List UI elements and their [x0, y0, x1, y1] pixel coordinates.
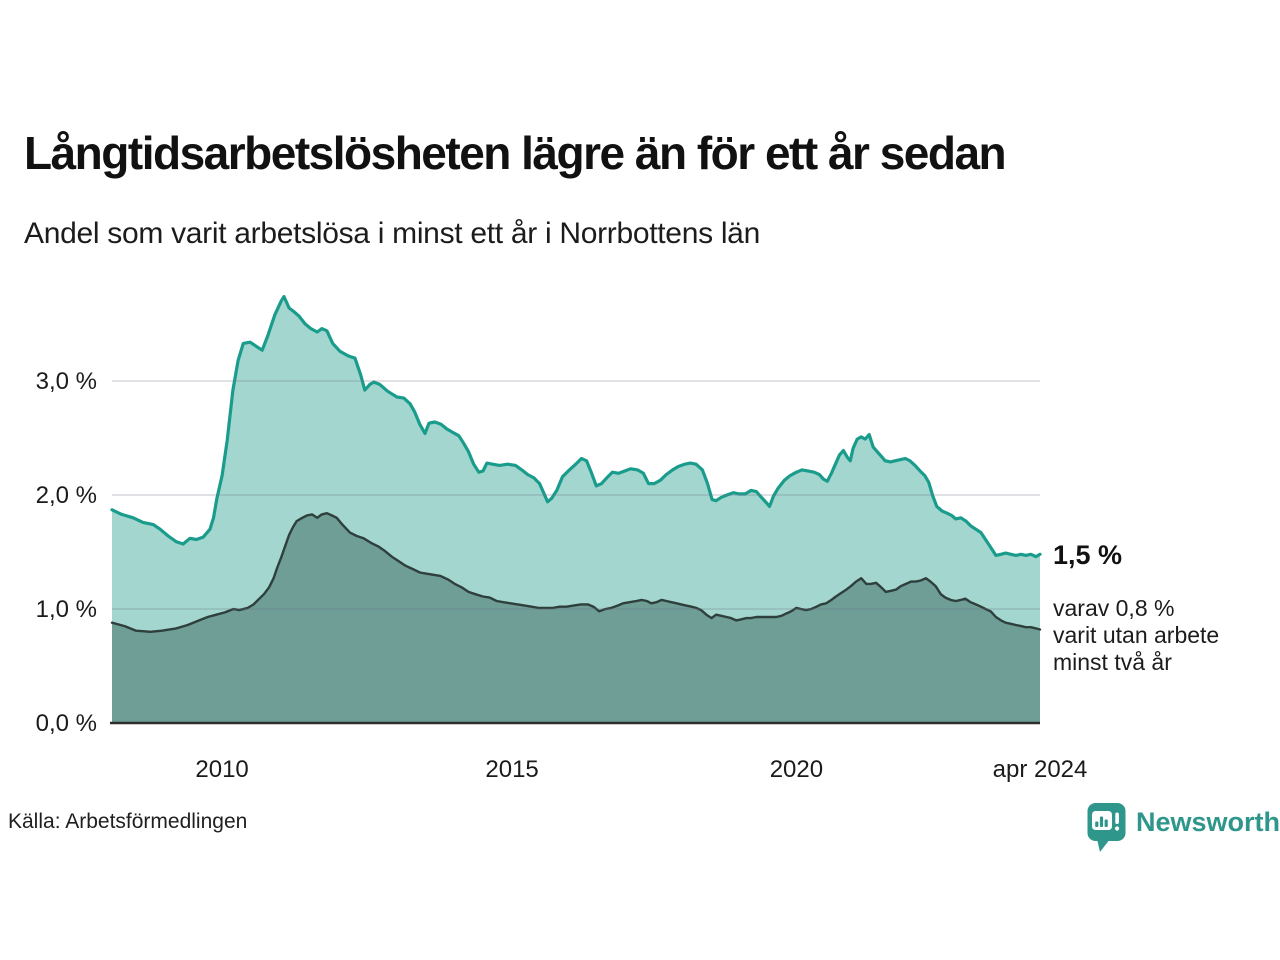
- newsworthy-logo-icon: [1087, 803, 1126, 852]
- svg-text:2,0 %: 2,0 %: [36, 482, 97, 509]
- svg-text:0,0 %: 0,0 %: [36, 710, 97, 737]
- brand-name: Newsworthy: [1136, 807, 1280, 837]
- svg-text:3,0 %: 3,0 %: [36, 368, 97, 395]
- page-title: Långtidsarbetslösheten lägre än för ett …: [24, 127, 1007, 179]
- end-detail-label: varav 0,8 % varit utan arbete minst två …: [1053, 595, 1220, 675]
- brand-logo: Newsworthy: [1087, 802, 1280, 854]
- svg-text:1,0 %: 1,0 %: [36, 596, 97, 623]
- source-label: Källa: Arbetsförmedlingen: [8, 810, 248, 833]
- svg-text:2020: 2020: [770, 756, 823, 783]
- svg-text:2010: 2010: [195, 756, 248, 783]
- svg-text:2015: 2015: [485, 756, 538, 783]
- chart-subtitle: Andel som varit arbetslösa i minst ett å…: [24, 217, 760, 250]
- end-value-label: 1,5 %: [1053, 540, 1123, 570]
- svg-text:apr 2024: apr 2024: [993, 756, 1088, 783]
